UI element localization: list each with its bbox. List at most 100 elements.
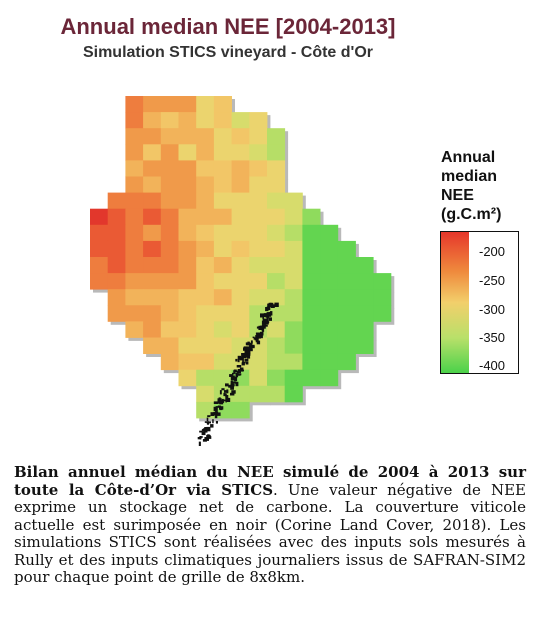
grid-cell [320, 240, 339, 258]
grid-cell [249, 192, 268, 210]
vineyard-patch [268, 302, 272, 308]
grid-cell [107, 305, 126, 322]
grid-cell [90, 224, 109, 242]
grid-cell [213, 112, 232, 129]
vineyard-patch [247, 341, 250, 346]
vineyard-patch [210, 424, 214, 428]
vineyard-patch [258, 325, 263, 330]
color-legend: -200 -250 -300 -350 -400 [440, 231, 519, 374]
grid-cell [90, 273, 109, 290]
vineyard-patch [274, 302, 279, 307]
grid-cell [267, 257, 286, 274]
grid-cell [231, 240, 250, 258]
vineyard-patch [268, 317, 272, 321]
grid-cell [160, 289, 179, 306]
grid-cell [320, 257, 339, 274]
grid-cell [90, 257, 109, 274]
grid-cell [125, 160, 144, 177]
vineyard-patch [204, 437, 208, 440]
grid-cell [231, 144, 250, 161]
grid-cell [267, 192, 286, 210]
grid-cell [196, 273, 215, 290]
grid-cell [143, 305, 162, 322]
grid-cell [231, 305, 250, 322]
grid-cell [267, 128, 286, 145]
vineyard-patch [235, 381, 239, 387]
grid-cell [196, 176, 215, 193]
grid-cell [284, 385, 303, 403]
grid-cell [196, 289, 215, 306]
vineyard-patch [266, 312, 271, 315]
grid-cell [213, 273, 232, 290]
vineyard-patch [206, 426, 211, 429]
grid-cell [143, 337, 162, 354]
grid-cell [107, 208, 126, 226]
grid-cell [178, 224, 197, 242]
vineyard-patch [223, 392, 226, 397]
vineyard-patch [232, 375, 235, 378]
vineyard-patch [236, 373, 242, 376]
vineyard-patch [202, 439, 207, 442]
grid-cell [160, 128, 179, 145]
vineyard-patch [230, 387, 234, 390]
grid-cell [231, 160, 250, 177]
vineyard-patch [201, 431, 206, 436]
grid-cell [267, 289, 286, 306]
grid-cell [284, 305, 303, 322]
grid-cell [213, 240, 232, 258]
grid-cell [302, 353, 321, 371]
grid-cell [125, 305, 144, 322]
grid-cell [196, 160, 215, 177]
vineyard-patch [241, 361, 246, 364]
grid-cell [143, 208, 162, 226]
grid-cell [196, 321, 215, 338]
vineyard-patch [244, 353, 248, 358]
vineyard-patch [244, 350, 247, 355]
grid-cell [231, 224, 250, 242]
grid-cell [196, 96, 215, 113]
grid-cell [373, 305, 392, 322]
caption-text: . Une valeur négative de NEE exprime un … [14, 480, 526, 586]
vineyard-patch [218, 397, 221, 402]
grid-cell [267, 144, 286, 161]
legend-colorbar [441, 232, 469, 373]
grid-cell [213, 176, 232, 193]
grid-cell [249, 128, 268, 145]
grid-cell [196, 337, 215, 354]
vineyard-patch [241, 362, 245, 366]
vineyard-patch [255, 332, 258, 335]
vineyard-patch [216, 413, 220, 416]
grid-cell [249, 273, 268, 290]
grid-cell [143, 289, 162, 306]
legend-title: Annual median NEE (g.C.m²) [441, 148, 501, 224]
vineyard-patch [234, 376, 238, 382]
grid-cell [267, 160, 286, 177]
grid-cell [107, 273, 126, 290]
grid-cell [196, 112, 215, 129]
grid-cell [249, 289, 268, 306]
vineyard-patch [226, 397, 231, 402]
grid-cell [160, 176, 179, 193]
grid-cell [284, 353, 303, 371]
grid-cell [337, 305, 356, 322]
grid-cell [320, 273, 339, 290]
grid-cell [143, 192, 162, 210]
grid-cell [284, 208, 303, 226]
vineyard-overlay [197, 302, 279, 446]
vineyard-patch [236, 365, 242, 368]
grid-cell [231, 192, 250, 210]
vineyard-patch [231, 384, 235, 387]
grid-cell [355, 257, 374, 274]
vineyard-patch [256, 340, 261, 345]
grid-cell [160, 305, 179, 322]
grid-cell [249, 224, 268, 242]
grid-cell [213, 337, 232, 354]
grid-cell [143, 128, 162, 145]
vineyard-patch [214, 415, 218, 419]
vineyard-patch [261, 320, 266, 325]
grid-cell [337, 353, 356, 371]
vineyard-patch [207, 415, 211, 418]
grid-cell [178, 240, 197, 258]
grid-cell [143, 96, 162, 113]
vineyard-patch [241, 353, 246, 357]
